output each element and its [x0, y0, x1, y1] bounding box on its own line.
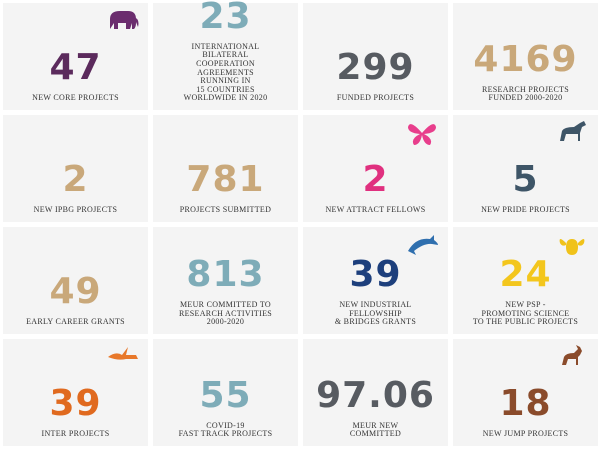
stat-tile: 49 EARLY CAREER GRANTS — [3, 227, 148, 334]
label-line: FAST TRACK PROJECTS — [178, 429, 273, 439]
tile-icon — [559, 239, 585, 255]
stat-number: 299 — [336, 47, 415, 89]
label-line: NEW PRIDE PROJECTS — [481, 205, 570, 215]
label-line: FUNDED 2000-2020 — [488, 93, 563, 103]
icon-shape — [562, 345, 582, 365]
label-line: FELLOWSHIP — [349, 308, 402, 318]
label-line: 15 COUNTRIES — [196, 84, 255, 94]
stat-number: 781 — [186, 159, 265, 201]
stat-label: NEW JUMP PROJECTS — [483, 430, 569, 439]
icon-shape — [408, 235, 438, 255]
label-line: COOPERATION — [196, 59, 255, 69]
stat-tile: 4169 RESEARCH PROJECTS FUNDED 2000-2020 — [453, 3, 598, 110]
stat-number: 813 — [186, 254, 265, 296]
stat-label: INTER PROJECTS — [42, 430, 110, 439]
stat-label: PROJECTS SUBMITTED — [180, 206, 271, 215]
tile-icon — [408, 235, 438, 255]
stat-tile: 23 INTERNATIONAL BILATERAL COOPERATION AGREE… — [153, 0, 298, 110]
stat-number: 24 — [499, 254, 552, 296]
label-line: 2000-2020 — [206, 317, 245, 327]
label-line: RESEARCH ACTIVITIES — [178, 308, 273, 318]
icon-shape — [408, 124, 436, 145]
label-line: RESEARCH PROJECTS — [481, 84, 570, 94]
stat-tile: 55 COVID-19 FAST TRACK PROJECTS — [153, 339, 298, 446]
icon-shape — [108, 347, 138, 360]
stat-tile: 813 MEUR COMMITTED TO RESEARCH ACTIVITIES 2… — [153, 227, 298, 334]
label-line: MEUR NEW — [352, 420, 399, 430]
stat-label: FUNDED PROJECTS — [337, 94, 414, 103]
stat-number: 47 — [49, 47, 102, 89]
stat-tile: 2 NEW IPBG PROJECTS — [3, 115, 148, 222]
stat-label: INTERNATIONAL BILATERAL COOPERATION AGREEME… — [183, 41, 268, 103]
stat-label: NEW CORE PROJECTS — [32, 94, 119, 103]
label-line: COVID-19 — [206, 420, 245, 430]
stat-number: 49 — [49, 271, 102, 313]
stat-tile: 39 INTER PROJECTS — [3, 339, 148, 446]
stat-tile: 18 NEW JUMP PROJECTS — [453, 339, 598, 446]
stat-number: 2 — [62, 159, 89, 201]
stat-label: RESEARCH PROJECTS FUNDED 2000-2020 — [481, 84, 570, 103]
stat-label: COVID-19 FAST TRACK PROJECTS — [178, 420, 273, 439]
stat-label: NEW INDUSTRIAL FELLOWSHIP & BRIDGES GRANTS — [335, 301, 416, 327]
tile-icon — [408, 124, 436, 145]
label-line: & BRIDGES GRANTS — [334, 317, 417, 327]
label-line: NEW CORE PROJECTS — [32, 93, 119, 103]
label-line: PROJECTS SUBMITTED — [179, 205, 272, 215]
stat-label: NEW ATTRACT FELLOWS — [325, 206, 425, 215]
label-line: AGREEMENTS — [197, 67, 254, 77]
label-line: TO THE PUBLIC PROJECTS — [472, 317, 579, 327]
label-line: NEW PSP - — [505, 300, 546, 310]
stat-number: 18 — [499, 383, 552, 425]
label-line: INTERNATIONAL — [191, 41, 260, 51]
stat-number: 97.06 — [316, 374, 435, 416]
label-line: NEW INDUSTRIAL — [339, 300, 412, 310]
label-line: MEUR COMMITTED TO — [179, 300, 271, 310]
label-line: WORLDWIDE IN 2020 — [183, 93, 268, 103]
stat-tile: 781 PROJECTS SUBMITTED — [153, 115, 298, 222]
label-line: EARLY CAREER GRANTS — [26, 317, 125, 327]
label-line: INTER PROJECTS — [41, 429, 110, 439]
stat-number: 4169 — [473, 38, 578, 80]
stat-label: MEUR NEW COMMITTED — [349, 420, 402, 439]
label-line: NEW JUMP PROJECTS — [482, 429, 569, 439]
icon-shape — [110, 11, 139, 29]
stat-tile: 47 NEW CORE PROJECTS — [3, 3, 148, 110]
stat-tile: 39 NEW INDUSTRIAL FELLOWSHIP & BRIDGES GRAN… — [303, 227, 448, 334]
stat-number: 2 — [362, 159, 389, 201]
label-line: NEW ATTRACT FELLOWS — [325, 205, 426, 215]
label-line: NEW IPBG PROJECTS — [33, 205, 118, 215]
label-line: BILATERAL — [202, 50, 249, 60]
stat-label: MEUR COMMITTED TO RESEARCH ACTIVITIES 2000… — [179, 301, 272, 327]
stat-tile: 299 FUNDED PROJECTS — [303, 3, 448, 110]
icon-shape — [559, 239, 585, 255]
stat-label: NEW PSP - PROMOTING SCIENCE TO THE PUBLIC … — [473, 301, 578, 327]
label-line: FUNDED PROJECTS — [336, 93, 415, 103]
tile-icon — [562, 345, 582, 365]
tile-icon — [560, 121, 586, 141]
label-line: PROMOTING SCIENCE — [481, 308, 570, 318]
stat-label: EARLY CAREER GRANTS — [26, 318, 125, 327]
stat-tile: 2 NEW ATTRACT FELLOWS — [303, 115, 448, 222]
stat-number: 39 — [349, 254, 402, 296]
stat-number: 23 — [199, 0, 252, 37]
label-line: RUNNING IN — [200, 76, 251, 86]
stat-tile: 5 NEW PRIDE PROJECTS — [453, 115, 598, 222]
stat-number: 39 — [49, 383, 102, 425]
stat-number: 5 — [512, 159, 539, 201]
label-line: COMMITTED — [349, 429, 402, 439]
stat-tile: 24 NEW PSP - PROMOTING SCIENCE TO THE PUBLI… — [453, 227, 598, 334]
stat-label: NEW PRIDE PROJECTS — [481, 206, 570, 215]
stat-tile: 97.06 MEUR NEW COMMITTED — [303, 339, 448, 446]
icon-shape — [560, 121, 586, 141]
stat-number: 55 — [199, 374, 252, 416]
stat-label: NEW IPBG PROJECTS — [34, 206, 118, 215]
tile-icon — [110, 11, 139, 29]
tile-icon — [108, 347, 138, 360]
